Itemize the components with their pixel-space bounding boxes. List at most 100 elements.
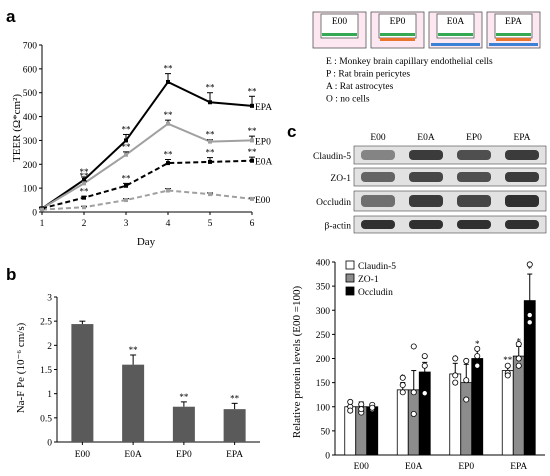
- teer-sig: **: [122, 142, 132, 152]
- protein-bar: [512, 355, 525, 456]
- teer-series-label: E0A: [255, 158, 273, 168]
- naf-ytick-label: 1.5: [40, 366, 52, 376]
- teer-point: [82, 205, 86, 210]
- protein-point: [347, 407, 354, 414]
- teer-sig: **: [80, 171, 90, 181]
- panel-letter-a: a: [6, 7, 16, 26]
- protein-point: [463, 357, 470, 364]
- protein-point: [526, 261, 533, 268]
- teer-point: [250, 138, 254, 143]
- teer-sig: **: [206, 83, 216, 93]
- protein-point: [515, 362, 522, 369]
- blot-band: [505, 172, 539, 182]
- protein-sig: *: [475, 339, 480, 349]
- protein-point: [452, 372, 459, 379]
- teer-point: [166, 79, 170, 84]
- protein-point: [515, 355, 522, 362]
- protein-legend-label: ZO-1: [358, 275, 379, 285]
- naf-ytick-label: 2.5: [40, 318, 52, 328]
- teer-sig: **: [164, 64, 174, 74]
- teer-point: [250, 158, 254, 163]
- protein-point: [452, 379, 459, 386]
- protein-ytick-label: 350: [316, 283, 331, 293]
- teer-point: [208, 192, 212, 197]
- protein-point: [504, 362, 511, 369]
- blot-band: [361, 195, 395, 207]
- blot-row-label: β-actin: [325, 222, 352, 232]
- teer-series-label: EP0: [255, 137, 271, 147]
- teer-xtick-label: 1: [40, 219, 45, 229]
- blot-band: [409, 150, 443, 160]
- naf-xtick-label: E0A: [124, 450, 142, 460]
- well-label-E00: E00: [332, 17, 348, 27]
- protein-legend-swatch: [345, 273, 355, 283]
- teer-ytick-label: 300: [23, 137, 38, 147]
- protein-point: [358, 401, 365, 408]
- protein-sig: *: [528, 264, 533, 274]
- blot-band: [457, 172, 491, 182]
- protein-point: [474, 345, 481, 352]
- protein-point: [515, 341, 522, 348]
- protein-point: [358, 406, 365, 413]
- teer-line-chart: TEER (Ω*cm²) Day 0 100 200 300 400 500 600 700 1…: [11, 42, 273, 249]
- naf-sig: **: [179, 392, 189, 402]
- protein-bar: [471, 358, 484, 456]
- protein-point: [421, 390, 428, 397]
- protein-bar: [366, 406, 379, 456]
- protein-point: [399, 382, 406, 389]
- schematic-legend-line: A : Rat astrocytes: [326, 82, 394, 92]
- protein-point: [421, 362, 428, 369]
- protein-xtick-label: EPA: [510, 462, 527, 472]
- protein-point: [369, 404, 376, 411]
- teer-ytick-label: 200: [23, 161, 38, 171]
- naf-ytick-label: 1: [47, 390, 52, 400]
- blot-band: [457, 195, 491, 207]
- blot-band: [361, 150, 395, 160]
- naf-xtick-label: EP0: [176, 450, 192, 460]
- teer-ylabel: TEER (Ω*cm²): [11, 94, 23, 162]
- blot-band: [457, 220, 491, 229]
- teer-xtick-label: 2: [82, 219, 87, 229]
- protein-point: [410, 389, 417, 396]
- protein-point: [347, 398, 354, 405]
- protein-bar: [396, 389, 409, 456]
- teer-sig: **: [80, 167, 90, 177]
- teer-sig: **: [122, 173, 132, 183]
- blot-strip: [353, 215, 547, 234]
- teer-sig: **: [206, 148, 216, 158]
- teer-point: [208, 100, 212, 105]
- teer-sig: **: [248, 86, 258, 96]
- teer-sig: **: [206, 130, 216, 140]
- astrocyte-layer: [489, 43, 538, 46]
- teer-xtick-label: 6: [250, 219, 255, 229]
- teer-series-label: E00: [255, 196, 271, 206]
- protein-legend-swatch: [345, 286, 355, 296]
- naf-ytick-label: 0: [47, 439, 52, 449]
- coculture-schematic: E00 EP0 E0A EPA E : Monkey brain capillary e…: [312, 11, 541, 105]
- protein-ytick-label: 250: [316, 331, 331, 341]
- naf-sig: **: [129, 345, 139, 355]
- protein-point: [474, 353, 481, 360]
- protein-bar: [460, 382, 473, 456]
- blot-band: [409, 195, 443, 207]
- blot-strip: [353, 167, 547, 187]
- panel-letter-c: c: [287, 122, 296, 141]
- blot-lane-label: E0A: [417, 133, 435, 143]
- pericyte-layer: [380, 38, 415, 41]
- protein-point: [504, 372, 511, 379]
- teer-point: [166, 188, 170, 193]
- teer-sig: **: [164, 150, 174, 160]
- blot-row-label: Claudin-5: [313, 152, 351, 162]
- protein-ytick-label: 200: [316, 355, 331, 365]
- teer-point: [250, 103, 254, 108]
- blot-row-label: ZO-1: [330, 174, 351, 184]
- protein-xtick-label: EP0: [458, 462, 474, 472]
- naf-bar: [71, 324, 94, 442]
- blot-lane-label: EP0: [466, 133, 482, 143]
- protein-point: [399, 389, 406, 396]
- blot-lane-label: E00: [370, 133, 386, 143]
- protein-xtick-label: E00: [354, 462, 370, 472]
- protein-bar-chart: Relative protein levels (E00 =100) 0 50 10…: [291, 259, 545, 472]
- endothelial-layer: [322, 33, 357, 36]
